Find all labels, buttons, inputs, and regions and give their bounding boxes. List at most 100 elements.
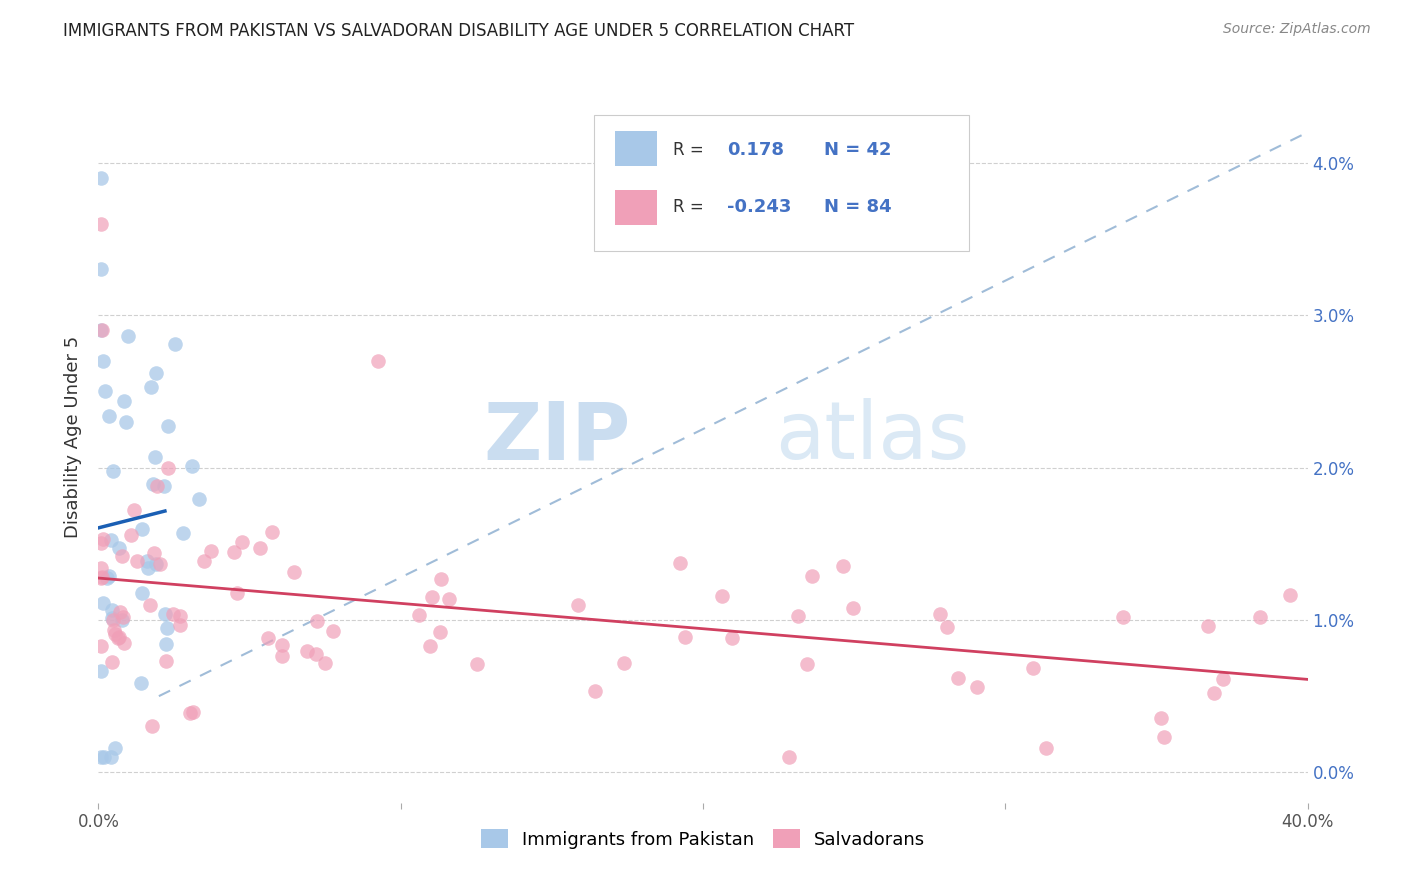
Point xyxy=(1212,673,1234,687)
Point xyxy=(778,750,800,764)
Point xyxy=(93,384,115,399)
Point xyxy=(153,607,176,621)
Point xyxy=(90,561,112,575)
Point xyxy=(90,262,112,277)
Point xyxy=(1197,619,1219,633)
Point xyxy=(111,610,134,624)
Point xyxy=(152,479,174,493)
Legend: Immigrants from Pakistan, Salvadorans: Immigrants from Pakistan, Salvadorans xyxy=(481,830,925,848)
Point xyxy=(142,477,165,491)
Point xyxy=(122,503,145,517)
Point xyxy=(145,558,167,572)
Point xyxy=(304,647,326,661)
FancyBboxPatch shape xyxy=(595,115,969,251)
Point xyxy=(966,680,988,694)
Point xyxy=(181,705,204,719)
Point xyxy=(101,464,124,478)
Point xyxy=(141,718,163,732)
Point xyxy=(90,750,112,764)
Point xyxy=(796,657,818,672)
Point xyxy=(90,571,112,585)
Bar xyxy=(614,131,657,167)
Point xyxy=(90,639,112,653)
Point xyxy=(90,171,112,186)
Point xyxy=(127,554,149,568)
Bar xyxy=(614,190,657,225)
Point xyxy=(108,631,131,645)
Point xyxy=(90,665,112,679)
Point xyxy=(103,623,125,637)
Point xyxy=(711,589,734,603)
Point xyxy=(668,556,690,570)
Point xyxy=(179,706,201,720)
Point xyxy=(613,656,636,670)
Point xyxy=(145,367,167,381)
Point xyxy=(156,621,179,635)
Point xyxy=(187,491,209,506)
Point xyxy=(801,568,824,582)
Point xyxy=(271,638,294,652)
Point xyxy=(156,418,179,433)
Point xyxy=(322,624,344,639)
Point xyxy=(583,683,606,698)
Text: N = 42: N = 42 xyxy=(824,141,891,159)
Point xyxy=(90,323,112,337)
Point xyxy=(96,571,118,585)
Point xyxy=(91,570,114,584)
Point xyxy=(97,409,120,423)
Point xyxy=(1150,711,1173,725)
Point xyxy=(91,595,114,609)
Point xyxy=(283,565,305,579)
Point xyxy=(131,522,153,536)
Text: ZIP: ZIP xyxy=(484,398,630,476)
Point xyxy=(101,611,124,625)
Point xyxy=(111,549,134,564)
Text: -0.243: -0.243 xyxy=(727,198,792,216)
Text: IMMIGRANTS FROM PAKISTAN VS SALVADORAN DISABILITY AGE UNDER 5 CORRELATION CHART: IMMIGRANTS FROM PAKISTAN VS SALVADORAN D… xyxy=(63,22,855,40)
Point xyxy=(136,561,159,575)
Point xyxy=(224,545,246,559)
Point xyxy=(307,615,329,629)
Point xyxy=(100,533,122,548)
Point xyxy=(111,613,134,627)
Point xyxy=(946,671,969,685)
Point xyxy=(157,460,180,475)
Point xyxy=(143,546,166,560)
Point xyxy=(98,569,121,583)
Point xyxy=(112,393,135,408)
Point xyxy=(90,536,112,550)
Point xyxy=(91,354,114,368)
Point xyxy=(257,631,280,645)
Point xyxy=(1279,588,1302,602)
Point xyxy=(117,328,139,343)
Point xyxy=(90,323,112,337)
Point xyxy=(108,605,131,619)
Point xyxy=(108,541,131,555)
Point xyxy=(367,354,389,368)
Point xyxy=(149,558,172,572)
Point xyxy=(430,572,453,586)
Point xyxy=(181,459,204,474)
Point xyxy=(673,630,696,644)
Point xyxy=(139,380,162,394)
Y-axis label: Disability Age Under 5: Disability Age Under 5 xyxy=(65,336,83,538)
Point xyxy=(787,609,810,624)
Point xyxy=(103,627,125,641)
Point xyxy=(136,554,159,568)
Point xyxy=(90,217,112,231)
Point xyxy=(155,654,177,668)
Point xyxy=(93,750,115,764)
Point xyxy=(314,656,336,670)
Point xyxy=(929,607,952,621)
Point xyxy=(408,607,430,622)
Point xyxy=(163,337,186,351)
Text: R =: R = xyxy=(672,198,703,216)
Text: Source: ZipAtlas.com: Source: ZipAtlas.com xyxy=(1223,22,1371,37)
Point xyxy=(1035,741,1057,756)
Point xyxy=(262,524,284,539)
Point xyxy=(162,607,184,621)
Point xyxy=(193,554,215,568)
Point xyxy=(172,525,194,540)
Point xyxy=(101,613,124,627)
Point xyxy=(1021,661,1043,675)
